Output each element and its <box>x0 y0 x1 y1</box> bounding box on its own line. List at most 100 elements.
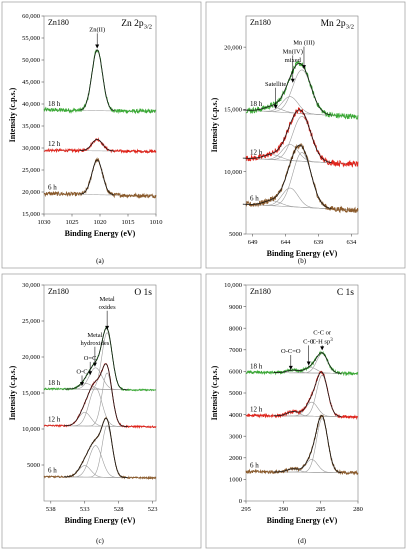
y-tick-label: 3000 <box>229 433 242 440</box>
panel-caption: (a) <box>96 257 104 265</box>
series-12h: 12 h <box>43 137 157 155</box>
series-label: 6 h <box>48 184 57 192</box>
series-label: 12 h <box>48 416 61 424</box>
series-label: 12 h <box>250 405 263 413</box>
plot-frame <box>245 15 359 235</box>
x-axis-title: Binding Energy (eV) <box>267 249 338 258</box>
chart-panel-d: 0 1000 2000 3000 4000 5000 6000 7000 8000 9000 10,… <box>205 273 406 549</box>
series-12h: 12 h <box>245 370 359 421</box>
y-tick-label: 25,000 <box>22 167 40 174</box>
series-label: 18 h <box>250 100 263 108</box>
y-tick-label: 5000 <box>229 390 242 397</box>
x-axis-title: Binding Energy (eV) <box>267 516 338 525</box>
region-label: Mn 2p3/2 <box>321 19 354 31</box>
series-label: 18 h <box>48 100 61 108</box>
y-tick-label: 40,000 <box>22 101 40 108</box>
peak-annotation: mixed <box>285 57 302 64</box>
spectrum-trace <box>245 414 359 476</box>
arrow-head <box>273 104 278 109</box>
peak-annotation: O-C=O <box>281 348 301 355</box>
y-tick-label: 5000 <box>27 462 40 469</box>
series-label: 18 h <box>250 362 263 370</box>
peak-annotation: Satellite <box>265 81 286 88</box>
arrow-head <box>92 362 97 367</box>
y-tick-label: 4000 <box>229 412 242 419</box>
y-tick-label: 50,000 <box>22 57 40 64</box>
fit-envelope <box>80 159 115 196</box>
series-12h: 12 h <box>242 107 359 168</box>
peak-annotation: Metal <box>87 332 102 339</box>
series-label: 18 h <box>48 379 61 387</box>
y-tick-label: 8000 <box>229 325 242 332</box>
y-tick-label: 30,000 <box>22 145 40 152</box>
chart-panel-c: 5000 10,000 15,000 20,000 25,000 30,000 538 533… <box>1 273 202 549</box>
y-tick-label: 10,000 <box>224 282 242 289</box>
y-tick-label: 20,000 <box>224 44 242 51</box>
region-label: Zn 2p3/2 <box>121 19 152 31</box>
series-label: 6 h <box>250 194 259 202</box>
y-tick-label: 30,000 <box>22 282 40 289</box>
x-tick-label: 1015 <box>122 219 135 226</box>
series-6h: 6 h <box>43 416 157 481</box>
series-18h: 18 h <box>245 350 359 377</box>
x-tick-label: 639 <box>314 239 324 246</box>
fit-envelope <box>273 371 342 417</box>
x-tick-label: 528 <box>114 506 124 513</box>
x-tick-label: 533 <box>80 506 90 513</box>
y-axis-title: Intensity (c.p.s.) <box>8 365 17 420</box>
sample-label: Zn180 <box>250 287 271 296</box>
peak-annotation: Metal <box>100 296 115 303</box>
chart-panel-a: 15,000 20,000 25,000 30,000 35,000 40,000 45,0… <box>1 1 202 269</box>
y-tick-label: 9000 <box>229 304 242 311</box>
panel-caption: (d) <box>298 537 307 545</box>
peak-annotation: Mn (III) <box>293 40 314 47</box>
y-tick-label: 20,000 <box>22 189 40 196</box>
series-label: 6 h <box>48 467 57 475</box>
series-12h: 12 h <box>43 362 157 429</box>
arrow-head <box>301 65 306 70</box>
fit-envelope <box>273 415 342 473</box>
arrow-head <box>306 361 311 366</box>
arrow-head <box>320 346 325 351</box>
series-label: 6 h <box>250 462 259 470</box>
x-tick-label: 285 <box>316 506 326 513</box>
panel-border <box>1 273 202 549</box>
spectrum-trace <box>245 350 359 377</box>
y-axis-title: Intensity (c.p.s.) <box>210 97 219 152</box>
y-tick-label: 55,000 <box>22 35 40 42</box>
x-tick-label: 290 <box>278 506 288 513</box>
fit-envelope <box>242 144 332 209</box>
x-tick-label: 538 <box>46 506 56 513</box>
sample-label: Zn180 <box>250 18 271 27</box>
x-tick-label: 1030 <box>38 219 51 226</box>
y-tick-label: 6000 <box>229 369 242 376</box>
y-tick-label: 1000 <box>229 477 242 484</box>
panel-border <box>205 1 406 269</box>
y-tick-label: 10,000 <box>224 169 242 176</box>
arrow-head <box>80 382 85 387</box>
peak-annotation: oxides <box>99 304 116 311</box>
spectrum-trace <box>245 107 359 168</box>
x-tick-label: 523 <box>148 506 158 513</box>
series-6h: 6 h <box>43 157 157 199</box>
y-tick-label: 35,000 <box>22 123 40 130</box>
fit-envelope <box>64 417 128 479</box>
x-tick-label: 1020 <box>94 219 107 226</box>
y-tick-label: 20,000 <box>22 354 40 361</box>
fit-envelope <box>80 49 115 111</box>
fit-envelope <box>80 138 115 152</box>
arrow-head <box>290 78 295 83</box>
fit-envelope <box>64 363 128 427</box>
region-label: C 1s <box>337 288 354 298</box>
series-label: 12 h <box>48 140 61 148</box>
panel-border <box>205 273 406 549</box>
peak-annotation: C-H sp3 <box>312 338 334 346</box>
y-axis-title: Intensity (c.p.s.) <box>210 365 219 420</box>
fit-envelope <box>242 109 332 163</box>
y-tick-label: 0 <box>239 498 242 505</box>
x-tick-label: 295 <box>241 506 251 513</box>
fit-envelope <box>273 352 342 374</box>
y-axis-title: Intensity (c.p.s.) <box>8 87 17 142</box>
y-tick-label: 60,000 <box>22 13 40 20</box>
